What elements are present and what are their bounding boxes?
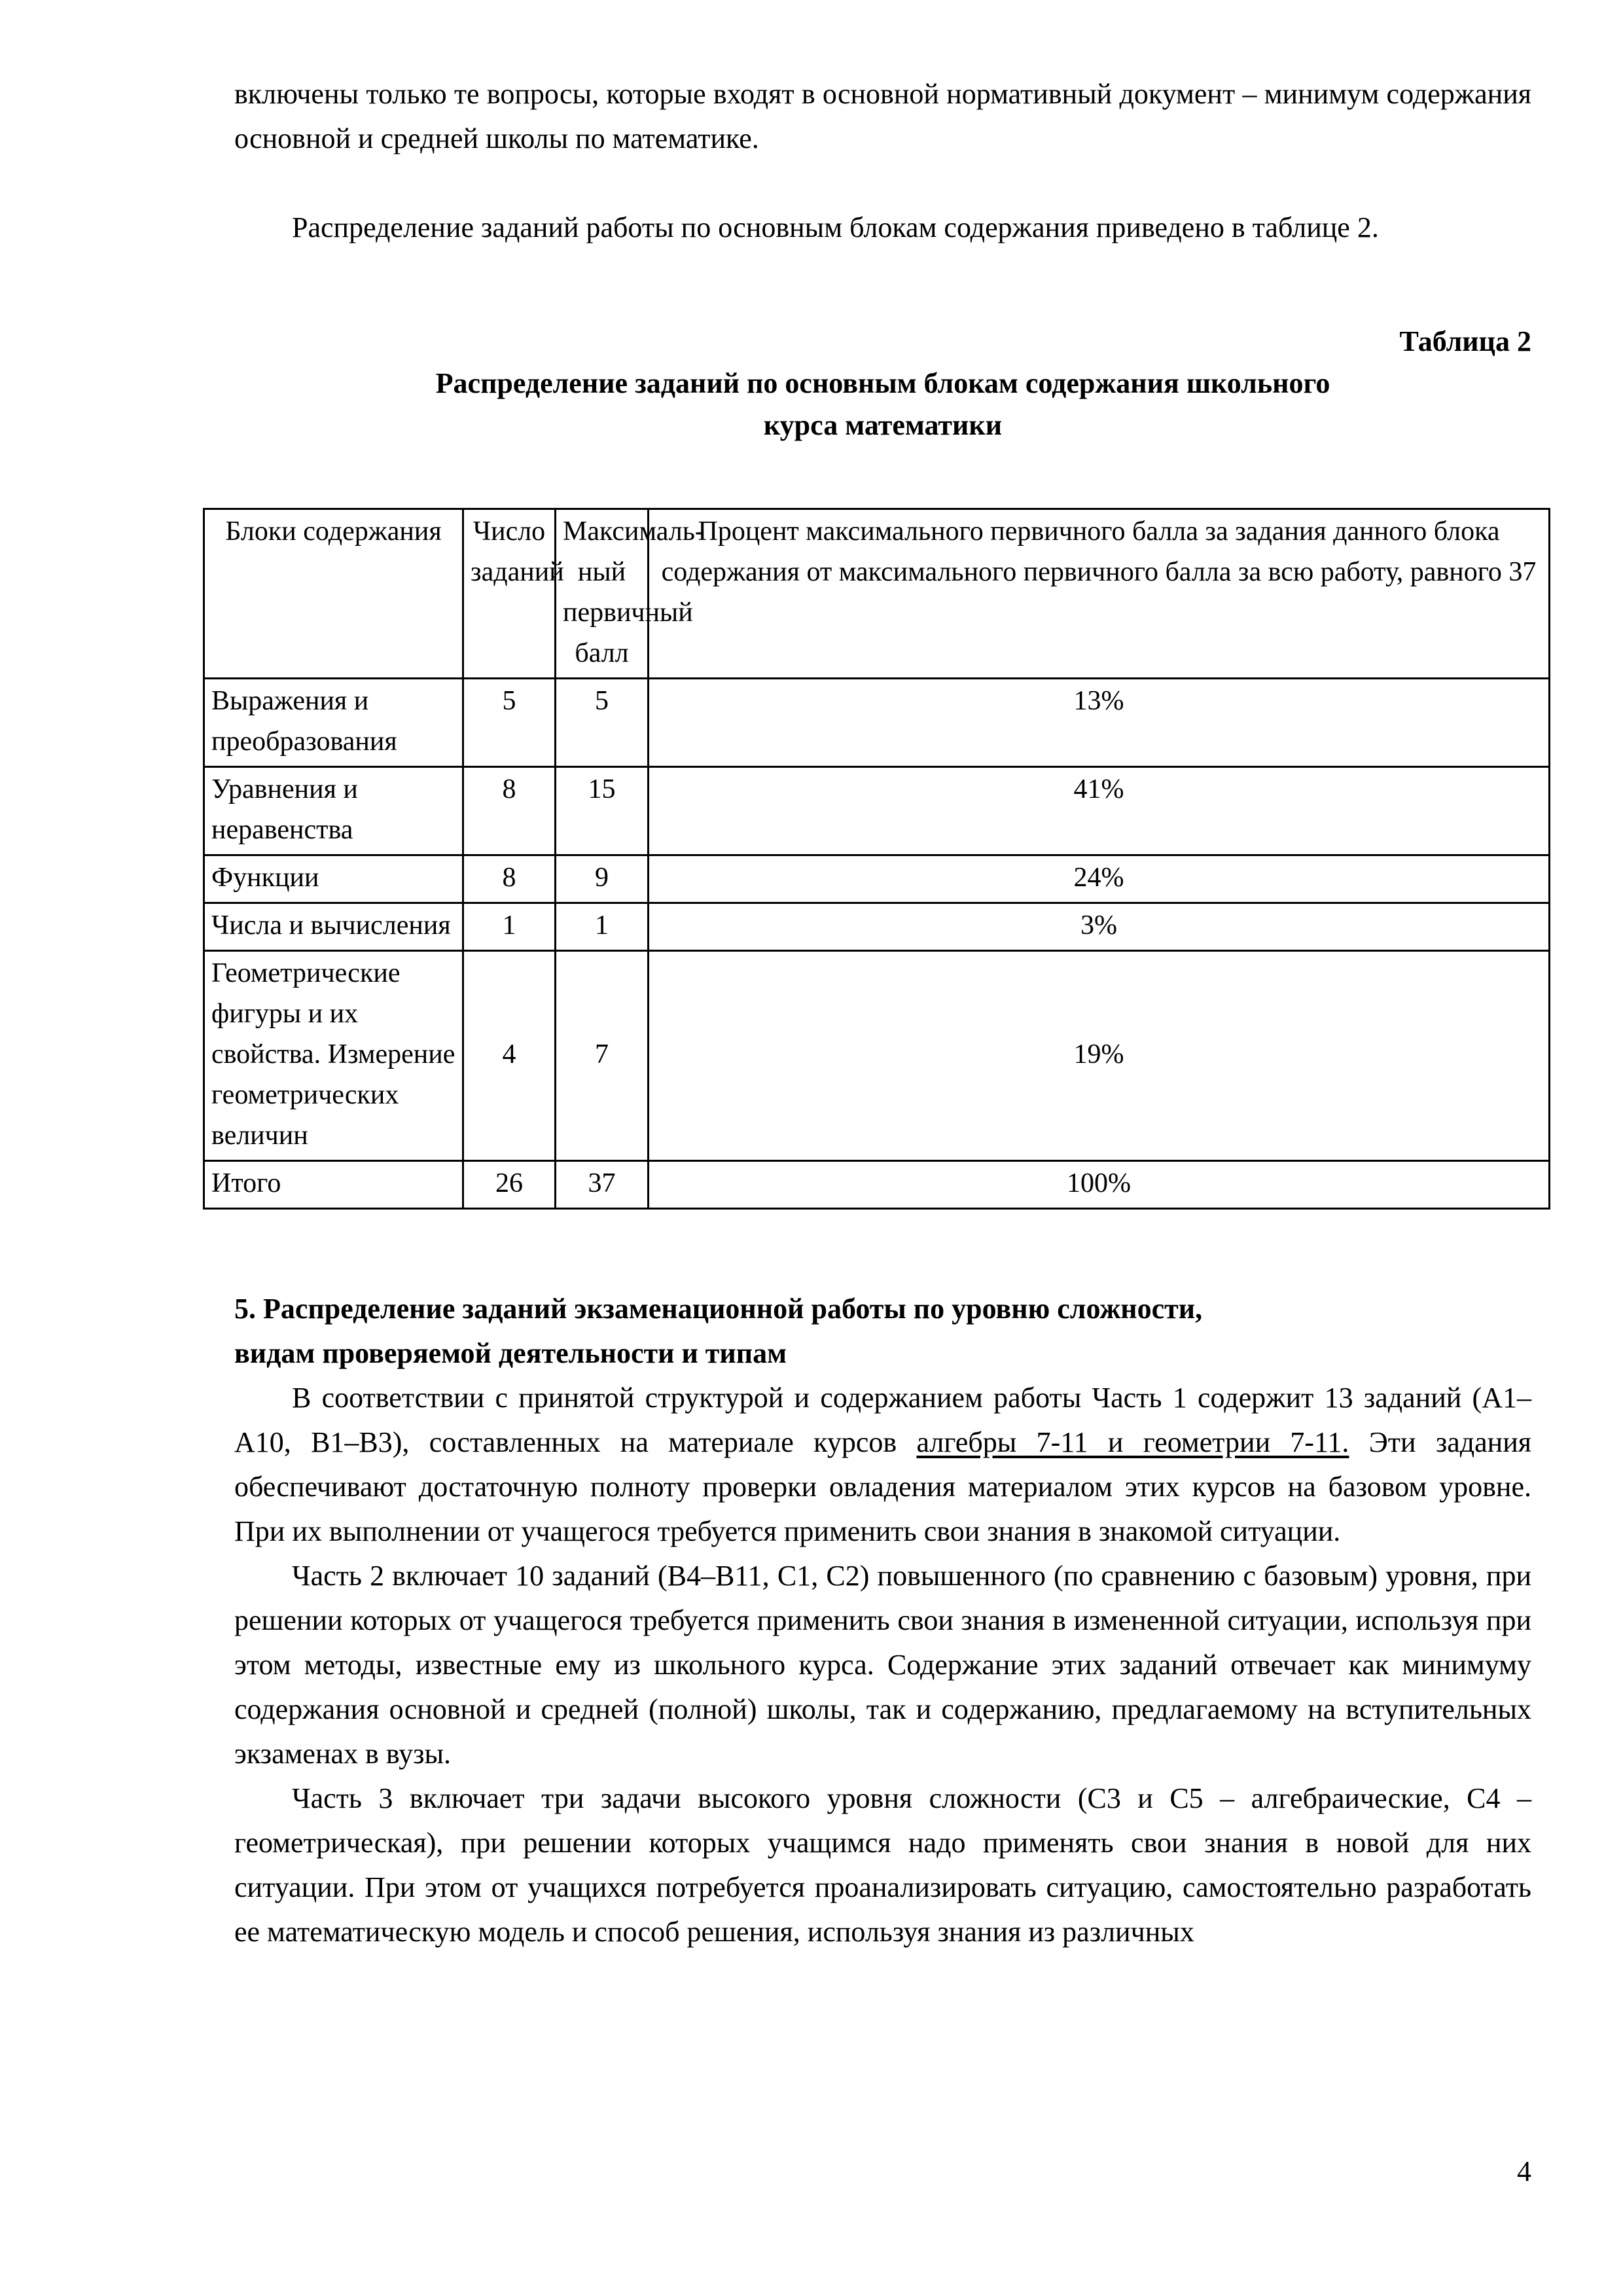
table-row: Выражения и преобразования 5 5 13% [203, 677, 1550, 768]
paragraph-spacer [234, 161, 1531, 206]
page-number: 4 [1517, 2155, 1531, 2187]
table-row: Геометрические фигуры и их свойства. Изм… [203, 950, 1550, 1162]
table-label: Таблица 2 [1399, 325, 1531, 357]
cell-count: 4 [462, 950, 556, 1162]
table-row: Уравнения и неравенства 8 15 41% [203, 766, 1550, 856]
cell-block: Геометрические фигуры и их свойства. Изм… [203, 950, 464, 1162]
table-caption-block: Таблица 2 Распределение заданий по основ… [234, 321, 1531, 446]
cell-count: 1 [462, 902, 556, 952]
header-block: Блоки содержания [203, 508, 464, 679]
cell-percent: 19% [647, 950, 1550, 1162]
header-score: Максималь-ный первичный балл [554, 508, 704, 679]
cell-percent: 13% [647, 677, 1550, 768]
table-header-row: Блоки содержания Число заданий Максималь… [203, 508, 1550, 679]
cell-block: Выражения и преобразования [203, 677, 464, 768]
table-title-line-1: Распределение заданий по основным блокам… [435, 367, 1330, 399]
table-row: Числа и вычисления 1 1 3% [203, 902, 1550, 952]
cell-count: 26 [462, 1160, 556, 1210]
cell-percent: 3% [647, 902, 1550, 952]
cell-score: 7 [554, 950, 649, 1162]
section-5-paragraph-2: Часть 2 включает 10 заданий (В4–В11, С1,… [234, 1560, 1531, 1770]
intro-block: включены только те вопросы, которые вход… [234, 72, 1531, 250]
cell-count: 5 [462, 677, 556, 768]
section-5-block: 5. Распределение заданий экзаменационной… [234, 1287, 1531, 1954]
cell-block: Уравнения и неравенства [203, 766, 464, 856]
paragraph-1-underlined-courses: алгебры 7-11 и геометрии 7-11. [916, 1426, 1349, 1458]
paragraph-1-text-a: В соответствии с принятой структурой и с… [234, 1382, 1531, 1458]
cell-block: Функции [203, 854, 464, 904]
section-5-paragraph-1: В соответствии с принятой структурой и с… [234, 1376, 1531, 1554]
section-5-heading-line-2: видам проверяемой деятельности и типам [234, 1337, 787, 1369]
cell-score: 1 [554, 902, 649, 952]
intro-paragraph-2: Распределение заданий работы по основным… [292, 211, 1379, 243]
intro-paragraph-1: включены только те вопросы, которые вход… [234, 78, 1531, 154]
distribution-table: Блоки содержания Число заданий Максималь… [203, 508, 1550, 1210]
paragraph-1-text-b: Эти задания обеспечивают достаточную пол… [234, 1426, 1532, 1547]
header-count: Число заданий [462, 508, 564, 679]
cell-percent: 100% [647, 1160, 1550, 1210]
cell-score: 9 [554, 854, 649, 904]
cell-score: 37 [554, 1160, 649, 1210]
cell-percent: 24% [647, 854, 1550, 904]
cell-score: 5 [554, 677, 649, 768]
table-row: Функции 8 9 24% [203, 854, 1550, 904]
section-5-heading-line-1: 5. Распределение заданий экзаменационной… [234, 1293, 1203, 1325]
distribution-table-wrapper: Блоки содержания Число заданий Максималь… [203, 508, 1550, 1210]
cell-percent: 41% [647, 766, 1550, 856]
cell-block: Числа и вычисления [203, 902, 464, 952]
cell-count: 8 [462, 766, 556, 856]
section-5-paragraph-3: Часть 3 включает три задачи высокого уро… [234, 1782, 1531, 1948]
header-percent: Процент максимального первичного балла з… [647, 508, 1550, 679]
table-row-total: Итого 26 37 100% [203, 1160, 1550, 1210]
cell-count: 8 [462, 854, 556, 904]
cell-block: Итого [203, 1160, 464, 1210]
cell-score: 15 [554, 766, 649, 856]
table-title-line-2: курса математики [763, 409, 1003, 441]
